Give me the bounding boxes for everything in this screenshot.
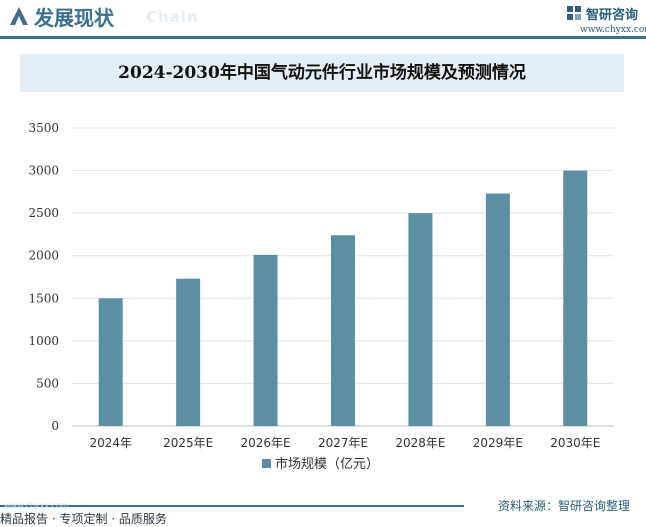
x-tick-label: 2029年E xyxy=(473,436,523,450)
y-tick-label: 1500 xyxy=(28,291,59,305)
bar xyxy=(331,235,355,426)
bar xyxy=(176,278,201,426)
header-logo-icon xyxy=(10,7,28,25)
y-tick-label: 1000 xyxy=(28,334,59,348)
brand-logo-icon xyxy=(567,6,581,20)
y-tick-label: 3500 xyxy=(28,121,59,135)
x-tick-label: 2024年 xyxy=(89,436,132,450)
header-bar: 发展现状 Chain 智研咨询 www.chyxx.com xyxy=(0,0,646,36)
footer-watermark-url: www.chyxx.com xyxy=(4,501,69,510)
footer-divider xyxy=(0,505,464,507)
bar xyxy=(485,193,510,426)
legend-swatch xyxy=(262,459,271,468)
chart-title-bar: 2024-2030年中国气动元件行业市场规模及预测情况 xyxy=(20,54,624,92)
x-tick-label: 2026年E xyxy=(241,436,291,450)
section-title: 发展现状 xyxy=(34,6,114,30)
section-title-en: Chain xyxy=(146,8,199,26)
bar xyxy=(563,170,588,426)
x-tick-label: 2028年E xyxy=(395,436,445,450)
bar xyxy=(98,298,123,426)
brand-name: 智研咨询 xyxy=(586,8,639,23)
bar xyxy=(408,213,433,426)
x-tick-label: 2027年E xyxy=(318,436,368,450)
bar xyxy=(253,254,278,426)
y-tick-label: 0 xyxy=(51,419,59,433)
chart-title: 2024-2030年中国气动元件行业市场规模及预测情况 xyxy=(118,63,526,83)
legend-label: 市场规模（亿元） xyxy=(275,456,379,472)
y-tick-label: 2000 xyxy=(28,249,59,263)
y-tick-label: 2500 xyxy=(28,206,59,220)
brand-url: www.chyxx.com xyxy=(580,25,646,35)
x-tick-label: 2030年E xyxy=(550,436,600,450)
x-tick-label: 2025年E xyxy=(163,436,213,450)
y-tick-label: 3000 xyxy=(28,164,59,178)
source-note: 资料来源：智研咨询整理 xyxy=(498,499,631,513)
y-tick-label: 500 xyxy=(36,376,59,390)
header-divider xyxy=(0,36,646,39)
footer-tagline: 精品报告 · 专项定制 · 品质服务 xyxy=(0,512,167,526)
